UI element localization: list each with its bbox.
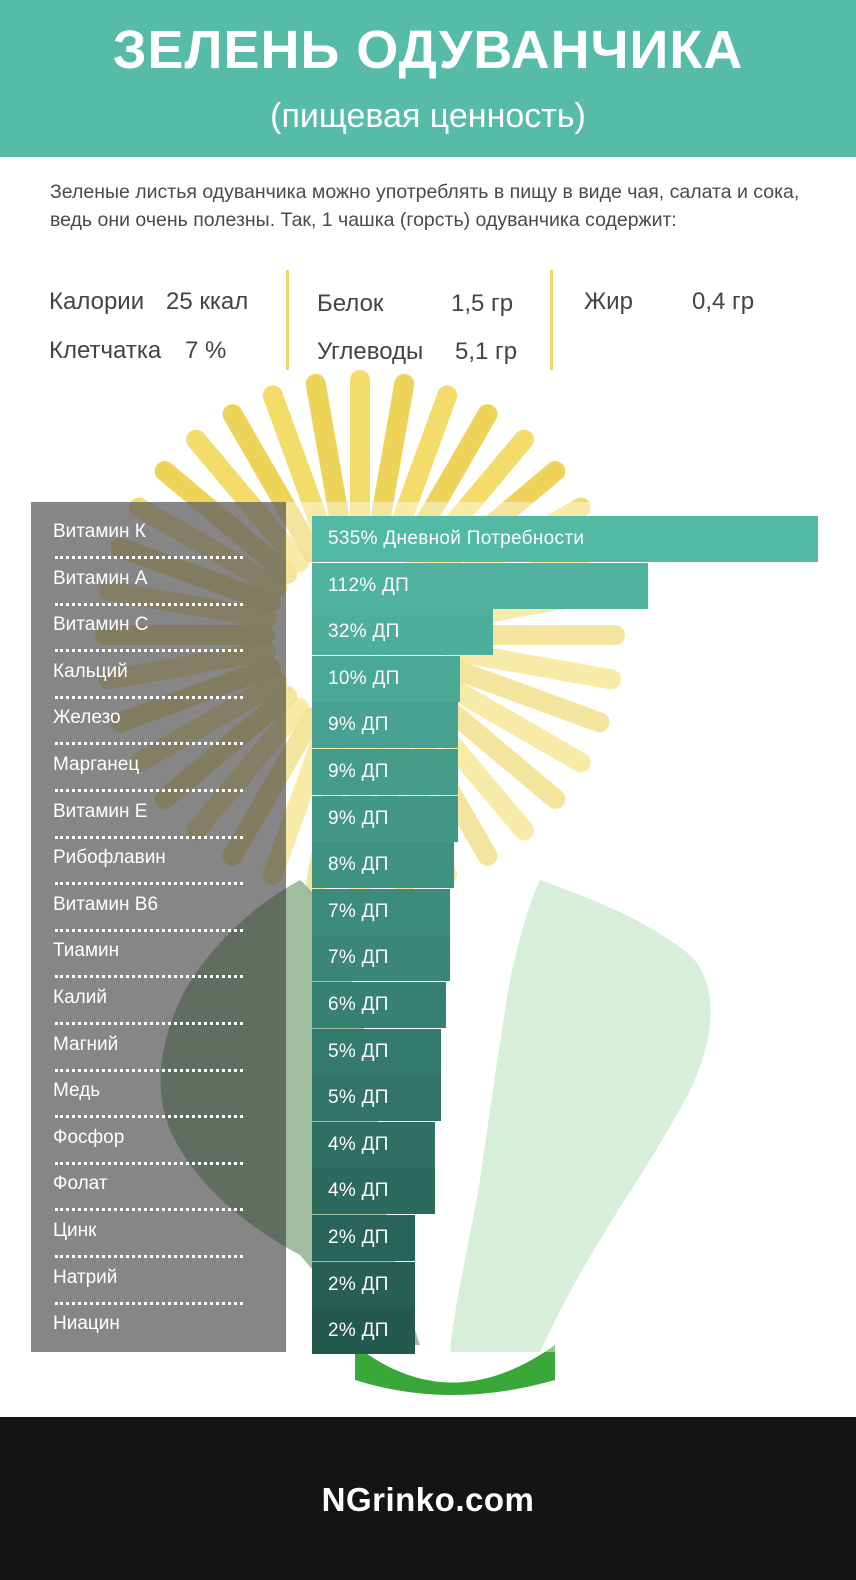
- nutrient-name: Железо: [53, 707, 121, 729]
- stat-carbs-value: 5,1 гр: [455, 338, 518, 365]
- bar-value-label: 9% ДП: [328, 807, 389, 829]
- bar-18: [312, 1308, 416, 1355]
- bar-12: [312, 1028, 442, 1075]
- bar-value-label: 9% ДП: [328, 761, 389, 782]
- row-divider: [55, 695, 243, 699]
- bar-value-label: 5% ДП: [328, 1087, 389, 1109]
- stem-base: [355, 1345, 555, 1395]
- bar-3: [312, 609, 494, 656]
- nutrient-name: Тиамин: [53, 940, 120, 962]
- nutrient-name: Витамин В6: [53, 893, 159, 915]
- bar-9: [312, 888, 451, 935]
- row-divider: [55, 789, 243, 792]
- bar-17: [312, 1261, 416, 1308]
- bar-13: [312, 1075, 442, 1122]
- row-divider: [55, 1161, 243, 1165]
- bar-value-label: 4% ДП: [328, 1180, 389, 1202]
- bar-value-label: 4% ДП: [328, 1133, 389, 1155]
- bar-5: [312, 702, 458, 749]
- bar-16: [312, 1215, 416, 1261]
- stat-protein-label: Белок: [317, 290, 384, 317]
- stat-fat-value: 0,4 гр: [692, 288, 755, 315]
- row-divider: [55, 1208, 243, 1212]
- bar-value-label: 535% Дневной Потребности: [328, 528, 585, 549]
- row-divider: [55, 882, 243, 886]
- row-divider: [55, 1022, 243, 1025]
- bar-value-label: 2% ДП: [328, 1273, 389, 1295]
- nutrient-name: Рибофлавин: [53, 847, 166, 869]
- stat-fat-label: Жир: [584, 288, 633, 315]
- nutrient-name: Марганец: [53, 754, 140, 775]
- bar-value-label: 7% ДП: [328, 900, 389, 922]
- header-banner: ЗЕЛЕНЬ ОДУВАНЧИКА (пищевая ценность): [0, 0, 856, 157]
- bar-10: [312, 935, 451, 982]
- bar-value-label: 7% ДП: [328, 947, 389, 969]
- bar-7: [312, 795, 458, 842]
- nutrient-name: Фосфор: [53, 1126, 125, 1148]
- row-divider: [55, 1301, 243, 1305]
- row-divider: [55, 742, 243, 746]
- bar-value-label: 5% ДП: [328, 1040, 389, 1062]
- stat-fiber-value: 7 %: [185, 337, 227, 364]
- bar-6: [312, 749, 458, 795]
- bar-1: [312, 516, 818, 562]
- bar-value-label: 8% ДП: [328, 854, 389, 876]
- nutrient-name: Витамин А: [53, 567, 148, 589]
- petal: [305, 373, 354, 552]
- stat-fiber-label: Клетчатка: [49, 337, 162, 364]
- nutrient-name: Фолат: [53, 1173, 108, 1195]
- bar-value-label: 10% ДП: [328, 667, 400, 689]
- nutrient-name: Ниацин: [53, 1313, 120, 1335]
- bar-value-label: 9% ДП: [328, 714, 389, 736]
- row-divider: [55, 1068, 243, 1072]
- nutrient-name: Витамин К: [53, 521, 146, 542]
- nutrient-name: Натрий: [53, 1266, 118, 1288]
- row-divider: [55, 602, 243, 606]
- nutrient-name: Магний: [53, 1033, 119, 1055]
- page-subtitle: (пищевая ценность): [270, 97, 586, 135]
- row-divider: [55, 928, 243, 932]
- footer-site-link[interactable]: NGrinko.com: [321, 1481, 535, 1518]
- nutrient-name: Кальций: [53, 660, 128, 682]
- footer: NGrinko.com: [0, 1417, 856, 1580]
- nutrient-name: Медь: [53, 1080, 101, 1102]
- nutrient-name: Калий: [53, 987, 107, 1008]
- bar-8: [312, 842, 455, 889]
- stats-separator-1: [286, 270, 289, 370]
- bar-value-label: 112% ДП: [328, 574, 410, 596]
- petal: [443, 641, 622, 690]
- page-title: ЗЕЛЕНЬ ОДУВАНЧИКА: [112, 20, 744, 80]
- petal: [439, 657, 610, 733]
- bar-11: [312, 982, 447, 1028]
- bar-4: [312, 655, 461, 702]
- bar-value-label: 32% ДП: [328, 621, 400, 643]
- stat-protein-value: 1,5 гр: [451, 290, 514, 317]
- bar-2: [312, 562, 649, 609]
- row-divider: [55, 1115, 243, 1119]
- leaf-light: [450, 880, 711, 1352]
- bar-value-label: 2% ДП: [328, 1320, 389, 1342]
- nutrient-name: Витамин Е: [53, 800, 148, 822]
- bar-value-label: 2% ДП: [328, 1227, 389, 1248]
- bar-value-label: 6% ДП: [328, 994, 389, 1015]
- petal: [222, 404, 323, 563]
- nutrient-name: Цинк: [53, 1220, 97, 1241]
- bar-14: [312, 1121, 435, 1168]
- intro-text: Зеленые листья одуванчика можно употребл…: [50, 181, 800, 231]
- petal: [366, 373, 415, 552]
- row-divider: [55, 649, 243, 653]
- stats-separator-2: [550, 270, 553, 370]
- row-divider: [55, 1255, 243, 1258]
- petal: [432, 672, 591, 773]
- row-divider: [55, 835, 243, 839]
- stat-calories-label: Калории: [49, 288, 145, 315]
- row-divider: [55, 556, 243, 559]
- bar-15: [312, 1168, 435, 1215]
- row-divider: [55, 975, 243, 979]
- stat-carbs-label: Углеводы: [317, 338, 424, 365]
- nutrient-name: Витамин С: [53, 614, 149, 636]
- stat-calories-value: 25 ккал: [166, 288, 249, 315]
